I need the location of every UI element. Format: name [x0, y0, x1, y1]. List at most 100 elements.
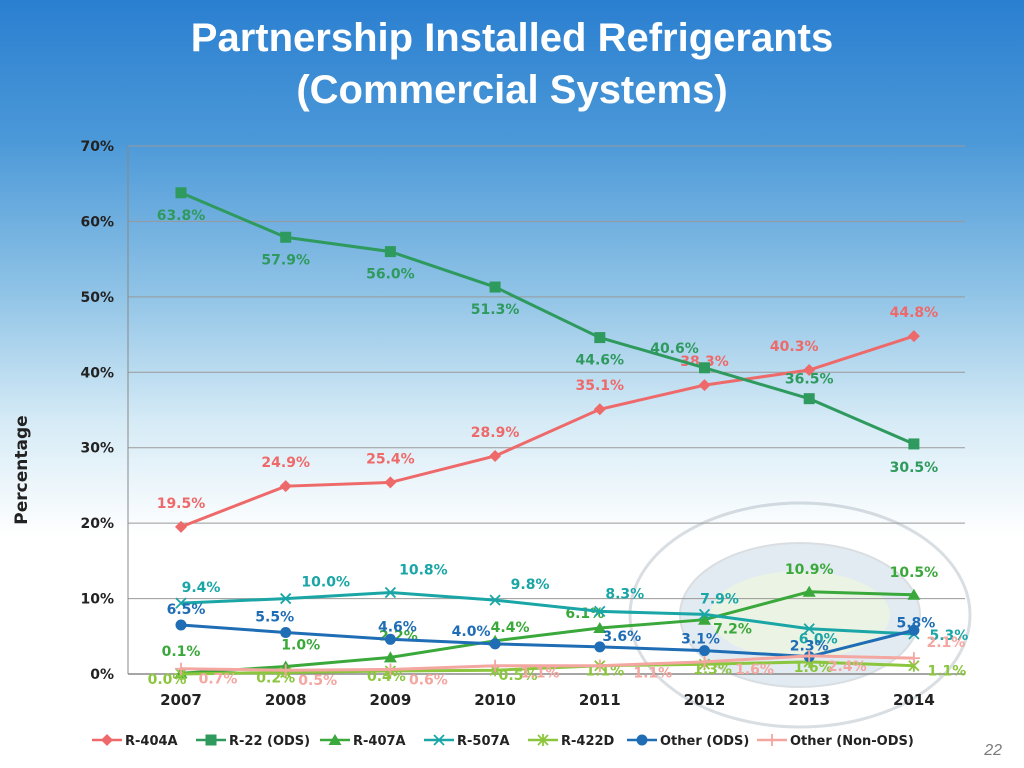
data-label-r-507a: 8.3%	[605, 586, 644, 602]
data-label-other-non-ods: 1.6%	[735, 662, 774, 678]
series-line-r-507a	[180, 591, 914, 636]
y-tick-label: 10%	[80, 592, 114, 608]
point-other-non-ods	[907, 652, 920, 665]
point-r-407a	[593, 621, 607, 633]
data-label-r-22-ods: 56.0%	[366, 267, 415, 283]
point-r-22-ods	[594, 332, 606, 344]
point-r-507a	[594, 605, 606, 618]
data-label-other-ods: 5.8%	[896, 615, 935, 631]
data-label-r-407a: 10.5%	[890, 565, 939, 581]
y-tick-label: 40%	[80, 365, 114, 381]
y-tick-label: 60%	[80, 214, 114, 230]
data-label-r-422d: 0.5%	[499, 668, 538, 684]
point-other-non-ods	[698, 655, 711, 668]
x-tick-label: 2014	[893, 691, 935, 709]
data-label-other-non-ods: 2.4%	[828, 659, 867, 675]
point-r-404a	[384, 476, 397, 489]
data-label-r-22-ods: 40.6%	[650, 341, 699, 357]
point-r-507a	[175, 597, 187, 609]
data-label-other-non-ods: 2.1%	[926, 635, 965, 651]
title-line-2: (Commercial Systems)	[296, 68, 728, 112]
legend-label-r-507a: R-507A	[457, 734, 510, 749]
y-tick-label: 50%	[80, 290, 114, 306]
legend-marker-r-407a	[328, 734, 342, 745]
point-r-22-ods	[175, 187, 187, 199]
x-tick-label: 2009	[370, 691, 412, 709]
data-label-other-ods: 3.6%	[602, 629, 641, 645]
legend-label-r-22-ods: R-22 (ODS)	[229, 734, 310, 749]
data-label-r-407a: 1.0%	[281, 637, 320, 653]
point-r-404a	[698, 379, 711, 392]
data-label-r-22-ods: 44.6%	[576, 353, 625, 369]
point-r-404a	[803, 364, 816, 377]
data-label-r-404a: 24.9%	[261, 455, 310, 471]
point-other-non-ods	[593, 659, 606, 672]
point-r-407a	[698, 613, 711, 625]
data-label-r-407a: 10.9%	[785, 562, 834, 578]
data-label-other-ods: 4.0%	[452, 624, 491, 640]
data-label-r-422d: 0.4%	[367, 669, 406, 685]
point-other-ods	[908, 624, 920, 636]
data-label-r-407a: 4.4%	[491, 620, 530, 636]
point-r-404a	[489, 450, 502, 463]
point-r-507a	[489, 594, 501, 606]
data-label-r-22-ods: 51.3%	[471, 302, 520, 318]
data-label-r-422d: 0.0%	[148, 672, 187, 688]
data-label-r-22-ods: 63.8%	[157, 208, 206, 224]
point-r-22-ods	[384, 246, 396, 258]
legend-marker-r-404a	[101, 734, 113, 746]
data-label-r-507a: 10.0%	[301, 575, 350, 591]
data-label-other-ods: 2.3%	[790, 639, 829, 655]
point-r-404a	[279, 480, 292, 493]
point-r-22-ods	[280, 231, 292, 243]
y-tick-label: 70%	[80, 139, 114, 155]
series-line-r-407a	[180, 590, 914, 675]
point-r-507a	[698, 608, 711, 621]
point-r-407a	[802, 585, 816, 597]
data-label-other-ods: 6.5%	[167, 602, 206, 618]
legend-label-r-407a: R-407A	[353, 734, 406, 749]
point-other-ods	[489, 638, 501, 650]
data-label-r-422d: 1.1%	[927, 664, 966, 680]
data-label-r-507a: 5.3%	[929, 628, 968, 644]
data-label-r-507a: 9.8%	[511, 577, 550, 593]
data-label-r-404a: 40.3%	[770, 339, 819, 355]
point-other-non-ods	[384, 663, 397, 676]
data-label-r-507a: 6.0%	[799, 632, 838, 648]
series-line-r-422d	[180, 660, 914, 676]
data-label-other-ods: 4.6%	[378, 619, 417, 635]
data-label-r-404a: 44.8%	[890, 305, 939, 321]
page-number: 22	[984, 742, 1002, 759]
data-label-r-422d: 1.3%	[693, 662, 732, 678]
y-tick-label: 0%	[90, 667, 114, 683]
y-tick-label: 20%	[80, 516, 114, 532]
point-r-507a	[280, 592, 292, 605]
data-label-other-ods: 5.5%	[255, 610, 294, 626]
point-r-22-ods	[489, 281, 501, 293]
data-label-r-407a: 7.2%	[713, 622, 752, 638]
legend-label-other-non-ods: Other (Non-ODS)	[790, 734, 914, 749]
series-line-other-non-ods	[180, 654, 914, 672]
point-r-507a	[803, 623, 815, 635]
x-tick-label: 2007	[160, 691, 202, 709]
x-tick-label: 2008	[265, 691, 307, 709]
y-tick-label: 30%	[80, 441, 114, 457]
point-other-ods	[699, 645, 710, 657]
data-label-r-22-ods: 30.5%	[890, 460, 939, 476]
legend-label-r-404a: R-404A	[125, 734, 178, 749]
point-r-407a	[907, 588, 921, 600]
point-other-non-ods	[279, 664, 292, 677]
data-label-r-404a: 28.9%	[471, 425, 520, 441]
data-label-other-non-ods: 0.7%	[199, 672, 238, 688]
x-tick-label: 2011	[579, 691, 621, 709]
x-tick-label: 2012	[684, 691, 726, 709]
data-label-r-422d: 1.1%	[585, 664, 624, 680]
data-label-r-507a: 9.4%	[182, 580, 221, 596]
data-label-r-404a: 38.3%	[680, 354, 729, 370]
legend-marker-other-ods	[636, 734, 648, 746]
data-label-other-ods: 3.1%	[681, 632, 720, 648]
point-other-non-ods	[175, 662, 187, 675]
data-label-r-404a: 35.1%	[576, 378, 625, 394]
data-label-r-404a: 19.5%	[157, 496, 206, 512]
